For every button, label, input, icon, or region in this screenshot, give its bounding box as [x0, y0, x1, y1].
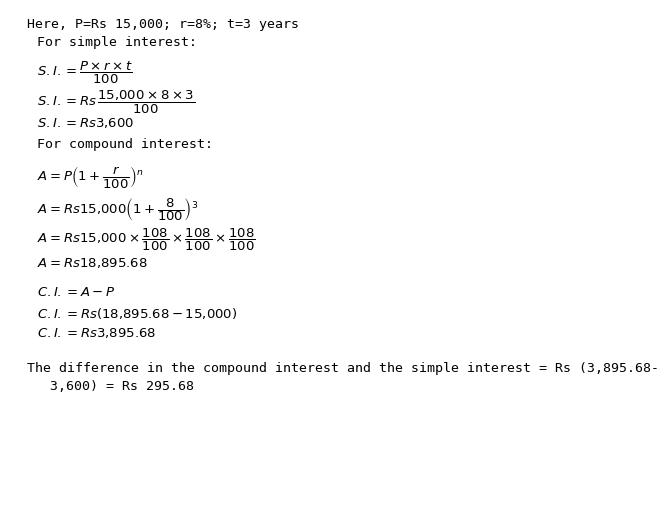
- Text: $A = P\left(1 + \dfrac{r}{100}\right)^{n}$: $A = P\left(1 + \dfrac{r}{100}\right)^{n…: [37, 164, 143, 190]
- Text: Here, P=Rs 15,000; r=8%; t=3 years: Here, P=Rs 15,000; r=8%; t=3 years: [27, 18, 298, 31]
- Text: $A = Rs15{,}000 \times \dfrac{108}{100} \times \dfrac{108}{100} \times \dfrac{10: $A = Rs15{,}000 \times \dfrac{108}{100} …: [37, 227, 255, 252]
- Text: For simple interest:: For simple interest:: [37, 36, 196, 48]
- Text: $C.I. = Rs(18{,}895.68 - 15{,}000)$: $C.I. = Rs(18{,}895.68 - 15{,}000)$: [37, 305, 237, 320]
- Text: $S.I. = Rs\,\dfrac{15{,}000 \times 8 \times 3}{100}$: $S.I. = Rs\,\dfrac{15{,}000 \times 8 \ti…: [37, 89, 195, 116]
- Text: $C.I. = Rs3{,}895.68$: $C.I. = Rs3{,}895.68$: [37, 326, 156, 340]
- Text: $S.I. = Rs3{,}600$: $S.I. = Rs3{,}600$: [37, 116, 134, 129]
- Text: $A = Rs18{,}895.68$: $A = Rs18{,}895.68$: [37, 256, 147, 269]
- Text: 3,600) = Rs 295.68: 3,600) = Rs 295.68: [50, 379, 194, 392]
- Text: $C.I. = A - P$: $C.I. = A - P$: [37, 285, 115, 298]
- Text: $S.I. = \dfrac{P \times r \times t}{100}$: $S.I. = \dfrac{P \times r \times t}{100}…: [37, 60, 133, 86]
- Text: The difference in the compound interest and the simple interest = Rs (3,895.68-: The difference in the compound interest …: [27, 361, 659, 374]
- Text: For compound interest:: For compound interest:: [37, 137, 212, 150]
- Text: $A = Rs15{,}000\left(1 + \dfrac{8}{100}\right)^{3}$: $A = Rs15{,}000\left(1 + \dfrac{8}{100}\…: [37, 196, 198, 223]
